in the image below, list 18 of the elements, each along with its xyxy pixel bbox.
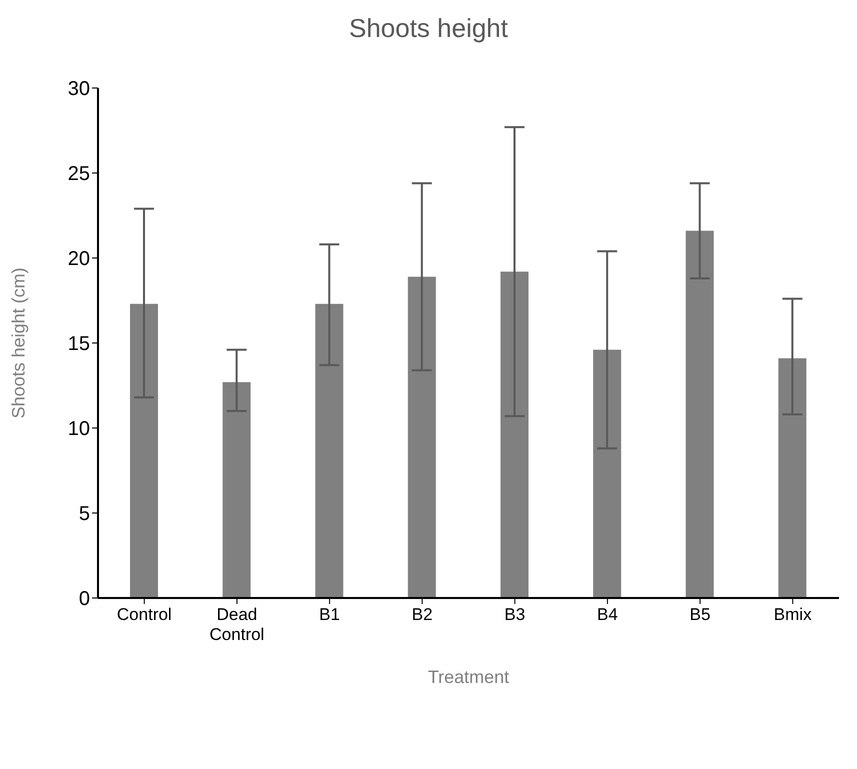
x-tick-label: B5 [690,605,710,624]
y-axis-title: Shoots height (cm) [8,267,28,419]
x-axis-title: Treatment [428,667,510,687]
x-tick-label: Dead Control [210,605,264,644]
y-tick-label: 10 [68,418,90,440]
y-tick-label: 15 [68,333,90,356]
y-tick-label: 5 [78,503,90,526]
x-tick-label: Control [116,605,172,624]
y-tick-label: 25 [68,163,90,186]
x-tick-label: Bmix [774,605,812,624]
x-tick-label: B3 [504,605,526,624]
y-tick-label: 0 [78,588,90,610]
y-tick-label: 30 [68,78,90,100]
y-tick-label: 20 [68,248,90,270]
chart-title: Shoots height [348,12,509,45]
x-tick-label: B1 [319,605,340,624]
x-tick-label: B4 [597,605,618,624]
x-tick-label: B2 [412,605,433,624]
